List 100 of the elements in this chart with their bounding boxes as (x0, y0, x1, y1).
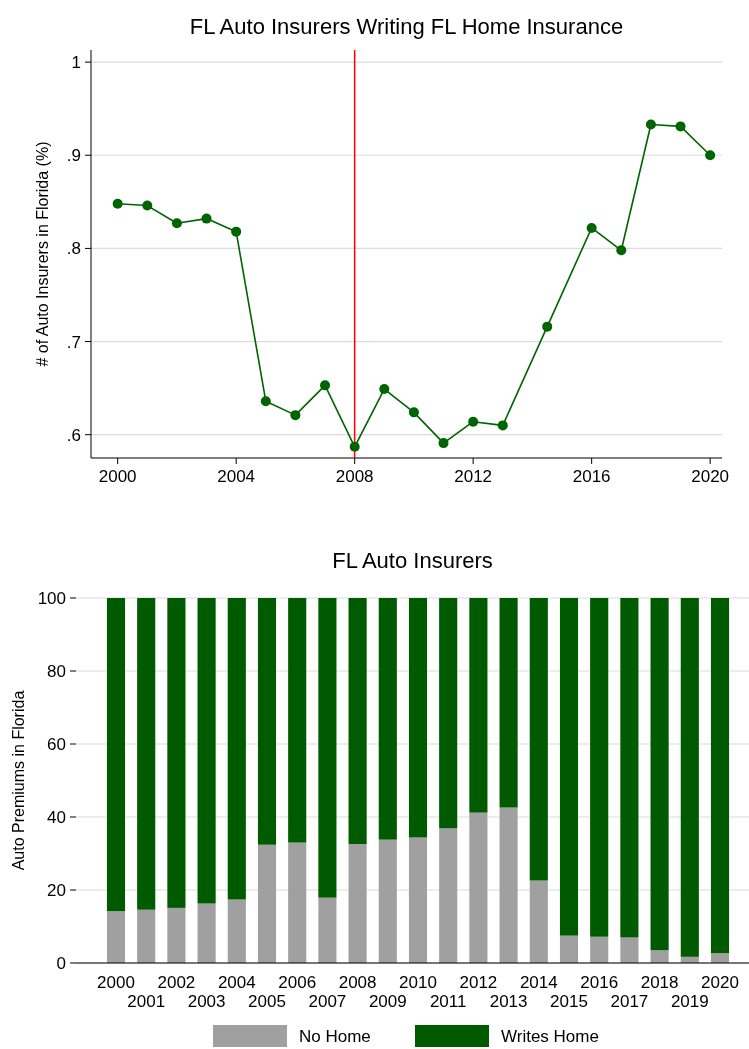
x-tick-label: 2005 (248, 992, 286, 1011)
point (408, 407, 419, 418)
bar (288, 842, 307, 963)
bar (318, 897, 337, 963)
y-axis-title: # of Auto Insurers in Florida (%) (34, 141, 51, 367)
chart-title: FL Auto Insurers Writing FL Home Insurance (189, 14, 624, 39)
point (201, 213, 212, 224)
bar (257, 844, 277, 963)
legend-label: Writes Home (501, 1027, 599, 1046)
bar (257, 598, 277, 845)
bar (529, 598, 548, 881)
point (438, 438, 449, 449)
x-tick-label: 2020 (691, 467, 730, 486)
bar (529, 880, 548, 963)
x-tick-label: 2016 (580, 973, 619, 992)
bar (227, 598, 246, 900)
x-tick-label: 2008 (338, 973, 377, 992)
point (645, 119, 656, 130)
y-tick-label: .8 (66, 239, 81, 259)
chart-title: FL Auto Insurers (332, 548, 493, 573)
bar (650, 950, 669, 963)
bar (620, 598, 639, 938)
point (379, 384, 390, 395)
y-tick-label: .9 (66, 146, 81, 166)
point (468, 416, 479, 427)
point (616, 245, 627, 256)
bar (197, 598, 216, 904)
x-tick-label: 2000 (97, 973, 135, 992)
x-tick-label: 2013 (489, 992, 528, 1011)
y-tick-label: 80 (47, 661, 66, 681)
x-tick-label: 2000 (98, 467, 137, 486)
point (320, 380, 331, 391)
bar (680, 598, 699, 957)
x-tick-label: 2014 (519, 973, 558, 992)
bar (408, 837, 428, 963)
bar (439, 598, 458, 829)
bar (469, 812, 488, 963)
y-tick-label: 0 (56, 953, 66, 973)
bar (590, 936, 609, 963)
bar (559, 598, 579, 936)
point (675, 121, 686, 132)
bar (378, 839, 397, 963)
point (542, 321, 553, 332)
bar (620, 937, 639, 963)
point (142, 200, 153, 211)
point (290, 410, 301, 421)
x-tick-label: 2012 (459, 973, 498, 992)
y-tick-label: 100 (37, 588, 66, 608)
x-tick-label: 2001 (127, 992, 166, 1011)
bar (408, 598, 428, 838)
y-tick-label: 60 (47, 734, 66, 754)
point (497, 420, 508, 431)
x-tick-label: 2016 (572, 467, 611, 486)
x-tick-label: 2009 (368, 992, 407, 1011)
bar (167, 907, 186, 963)
x-tick-label: 2006 (278, 973, 317, 992)
bar (106, 911, 126, 963)
x-tick-label: 2004 (217, 467, 256, 486)
x-tick-label: 2017 (610, 992, 649, 1011)
x-tick-label: 2018 (640, 973, 679, 992)
x-tick-label: 2010 (399, 973, 437, 992)
y-tick-label: .7 (66, 332, 81, 352)
x-tick-label: 2019 (670, 992, 709, 1011)
point (260, 396, 271, 407)
bar (650, 598, 669, 951)
x-tick-label: 2012 (454, 467, 493, 486)
bar (710, 953, 730, 963)
bar (378, 598, 397, 840)
x-tick-label: 2008 (335, 467, 374, 486)
y-tick-label: 40 (47, 807, 66, 827)
x-tick-label: 2007 (308, 992, 347, 1011)
x-tick-label: 2004 (217, 973, 256, 992)
y-tick-label: .6 (66, 425, 81, 445)
x-tick-label: 2011 (429, 992, 467, 1011)
x-tick-label: 2015 (550, 992, 588, 1011)
legend-label: No Home (299, 1027, 371, 1046)
y-axis-title: Auto Premiums in Florida (10, 690, 27, 871)
point (231, 226, 242, 237)
point (171, 218, 182, 229)
bar (197, 903, 216, 963)
bar (227, 899, 246, 963)
x-tick-label: 2020 (701, 973, 739, 992)
point (112, 198, 123, 209)
bar (499, 598, 518, 808)
bar (318, 598, 337, 898)
y-tick-label: 1 (71, 53, 81, 73)
bar (590, 598, 609, 937)
bar (137, 909, 156, 963)
point (586, 222, 597, 233)
x-tick-label: 2002 (157, 973, 196, 992)
bar (167, 598, 186, 908)
bar (559, 935, 579, 963)
bar (288, 598, 307, 843)
point (349, 441, 360, 452)
bar (499, 807, 518, 963)
x-tick-label: 2003 (187, 992, 226, 1011)
y-tick-label: 20 (47, 880, 66, 900)
bar (439, 828, 458, 963)
bar (710, 598, 730, 954)
bar (106, 598, 126, 912)
